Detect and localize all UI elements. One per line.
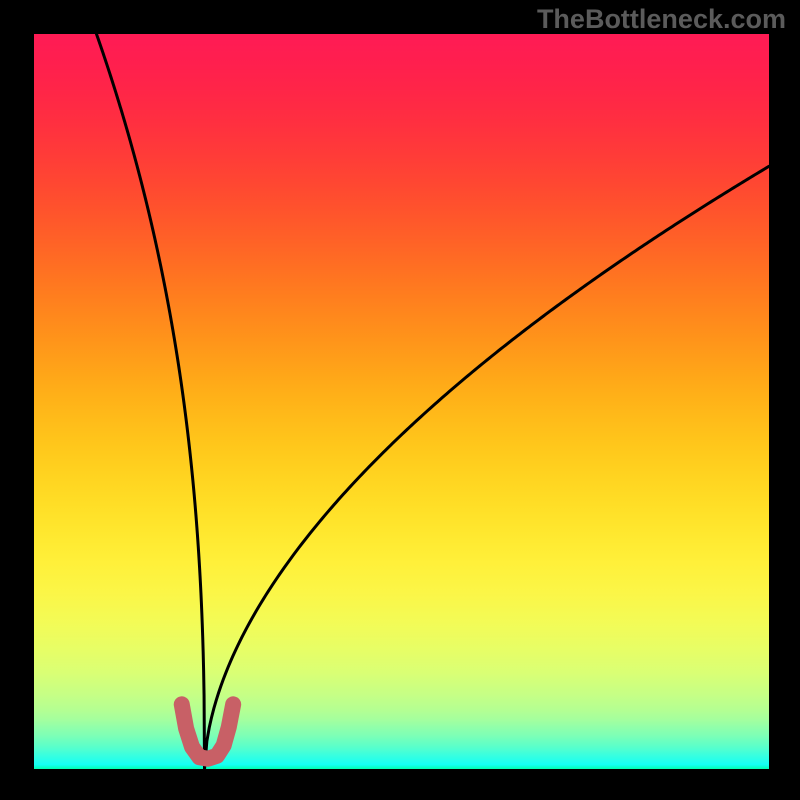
gradient-background <box>34 34 769 769</box>
plot-area <box>34 34 769 769</box>
plot-svg <box>34 34 769 769</box>
chart-stage: TheBottleneck.com <box>0 0 800 800</box>
watermark-text: TheBottleneck.com <box>537 4 786 35</box>
